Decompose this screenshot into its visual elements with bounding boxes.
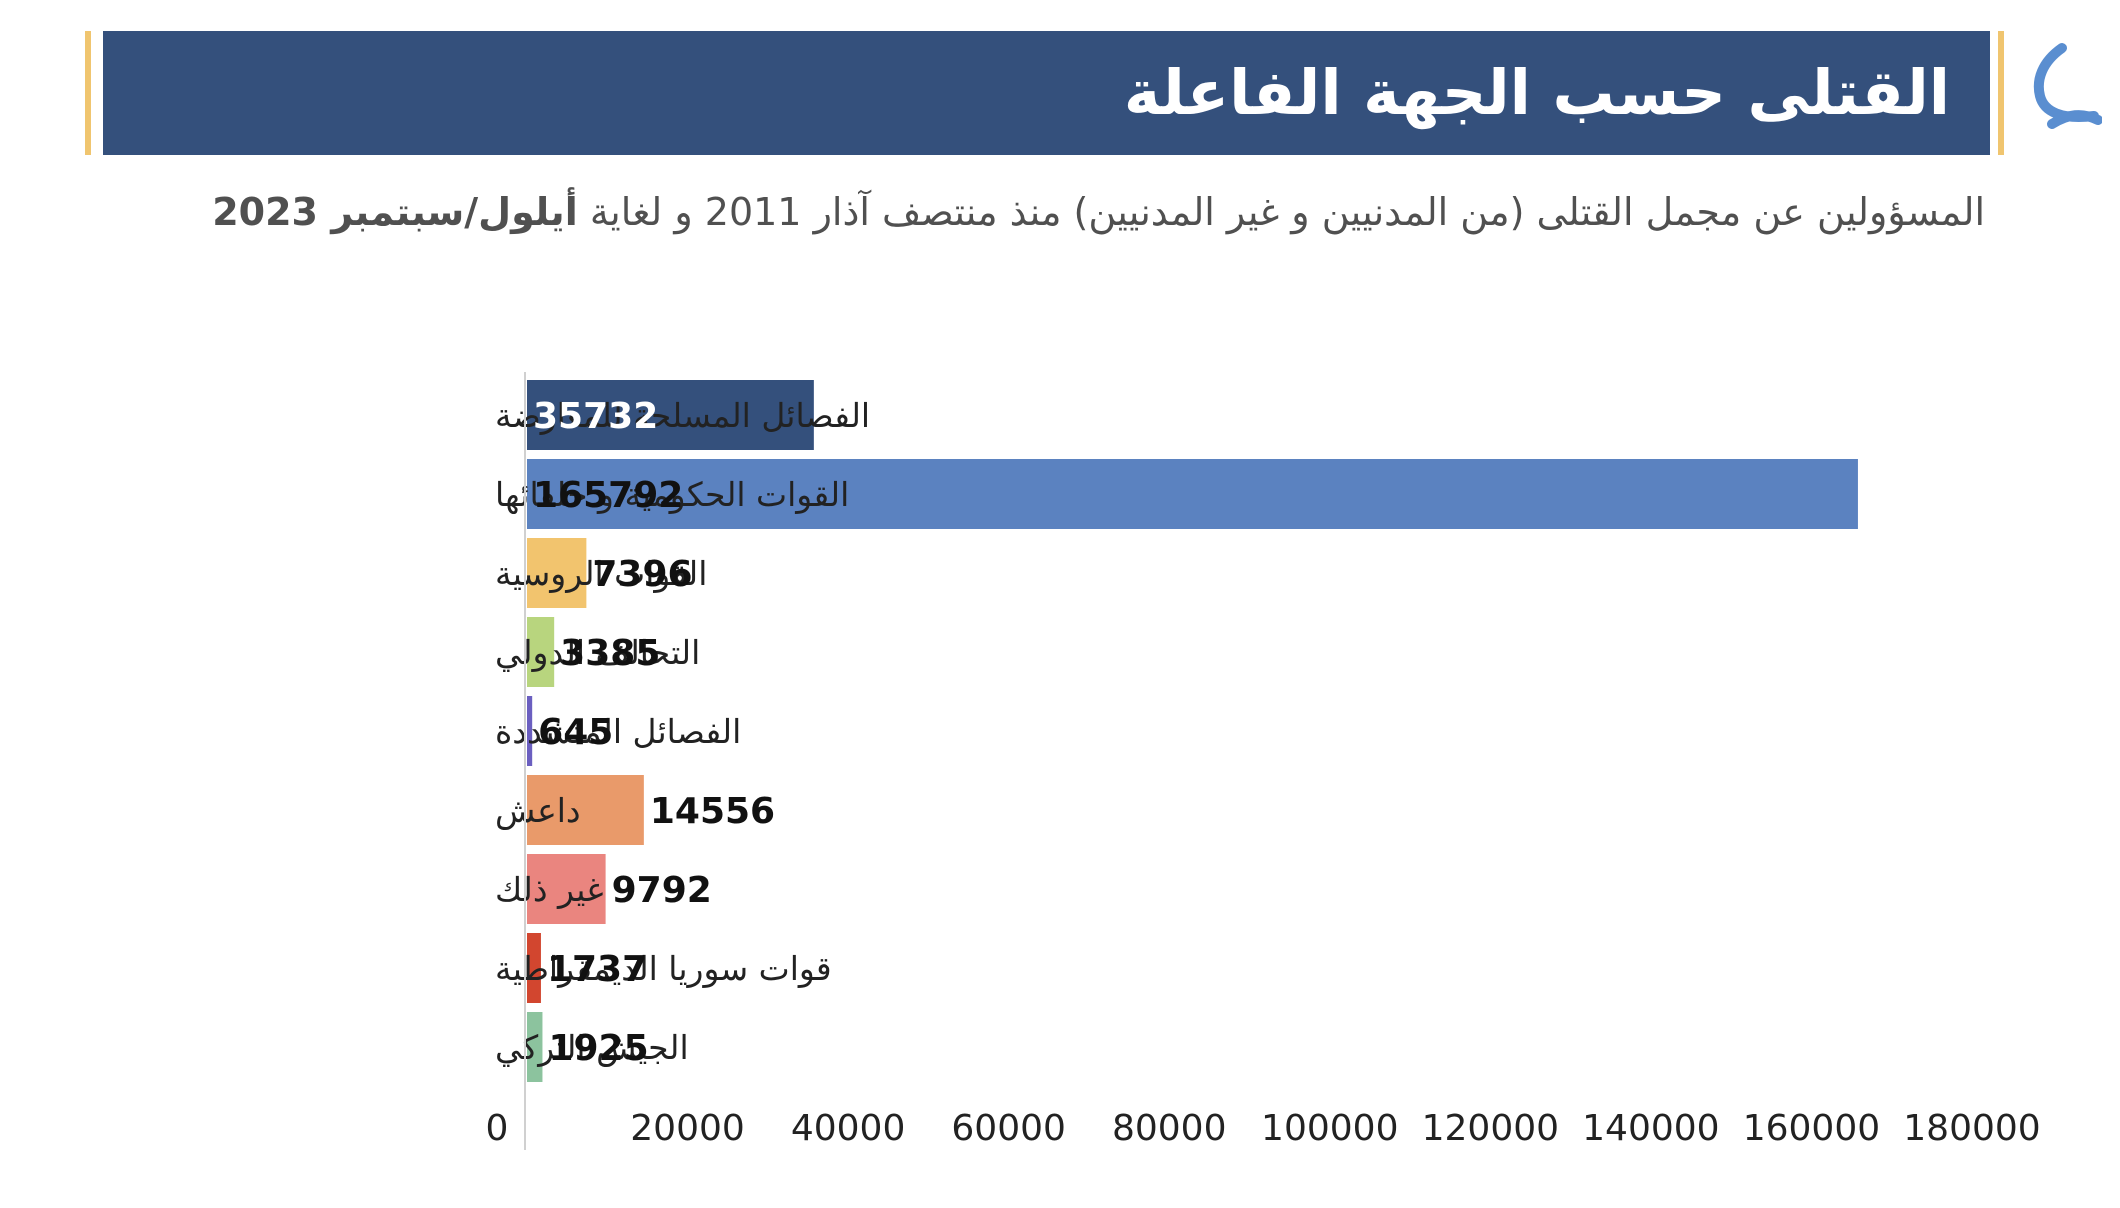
value-label-8: 1925 (548, 1028, 648, 1069)
category-label-4: الفصائل المتشددة (495, 712, 741, 751)
category-label-2: القوات الروسية (495, 554, 707, 594)
subtitle: المسؤولين عن مجمل القتلى (من المدنيين و … (85, 190, 1985, 234)
x-tick-label-9: 180000 (1903, 1108, 2040, 1149)
snhr-logo-icon (2033, 43, 2102, 129)
x-tick-label-7: 140000 (1582, 1108, 1719, 1149)
bar-1 (527, 459, 1858, 529)
bar-5 (527, 775, 644, 845)
x-tick-label-2: 40000 (791, 1108, 906, 1149)
title-banner: القتلى حسب الجهة الفاعلة (103, 31, 1990, 155)
x-tick-label-6: 120000 (1422, 1108, 1559, 1149)
value-label-0: 35732 (533, 396, 658, 437)
category-label-0: الفصائل المسلحة للمعارضة (495, 396, 870, 436)
category-label-1: القوات الحكومية و حلفائها (495, 475, 849, 515)
x-tick-label-8: 160000 (1743, 1108, 1880, 1149)
category-label-7: قوات سوريا الديمقراطية (495, 949, 832, 989)
accent-line-right (1998, 31, 2004, 155)
bar-6 (527, 854, 606, 924)
category-label-8: الجيش التركي (495, 1028, 689, 1068)
value-label-5: 14556 (650, 791, 775, 832)
category-label-5: داعش (495, 791, 581, 831)
accent-line-left (85, 31, 91, 155)
value-label-3: 3385 (560, 633, 660, 674)
value-label-6: 9792 (612, 870, 712, 911)
bar-7 (527, 933, 541, 1003)
bar-8 (527, 1012, 543, 1082)
subtitle-text: المسؤولين عن مجمل القتلى (من المدنيين و … (577, 190, 1985, 234)
value-label-2: 7396 (592, 554, 692, 595)
category-label-6: غير ذلك (495, 870, 603, 910)
x-tick-label-4: 80000 (1112, 1108, 1227, 1149)
x-tick-label-5: 100000 (1261, 1108, 1398, 1149)
bar-0 (527, 380, 814, 450)
x-tick-label-1: 20000 (630, 1108, 745, 1149)
category-label-3: التحالف الدولي (495, 633, 700, 673)
bar-2 (527, 538, 587, 608)
value-label-4: 645 (538, 712, 613, 753)
value-label-1: 165792 (533, 475, 683, 516)
subtitle-date: أيلول/سبتمبر 2023 (212, 190, 578, 234)
x-tick-label-3: 60000 (951, 1108, 1066, 1149)
bar-4 (527, 696, 533, 766)
x-tick-label-0: 0 (486, 1108, 509, 1149)
value-label-7: 1737 (547, 949, 647, 990)
page-title: القتلى حسب الجهة الفاعلة (1123, 56, 1950, 129)
bar-3 (527, 617, 555, 687)
